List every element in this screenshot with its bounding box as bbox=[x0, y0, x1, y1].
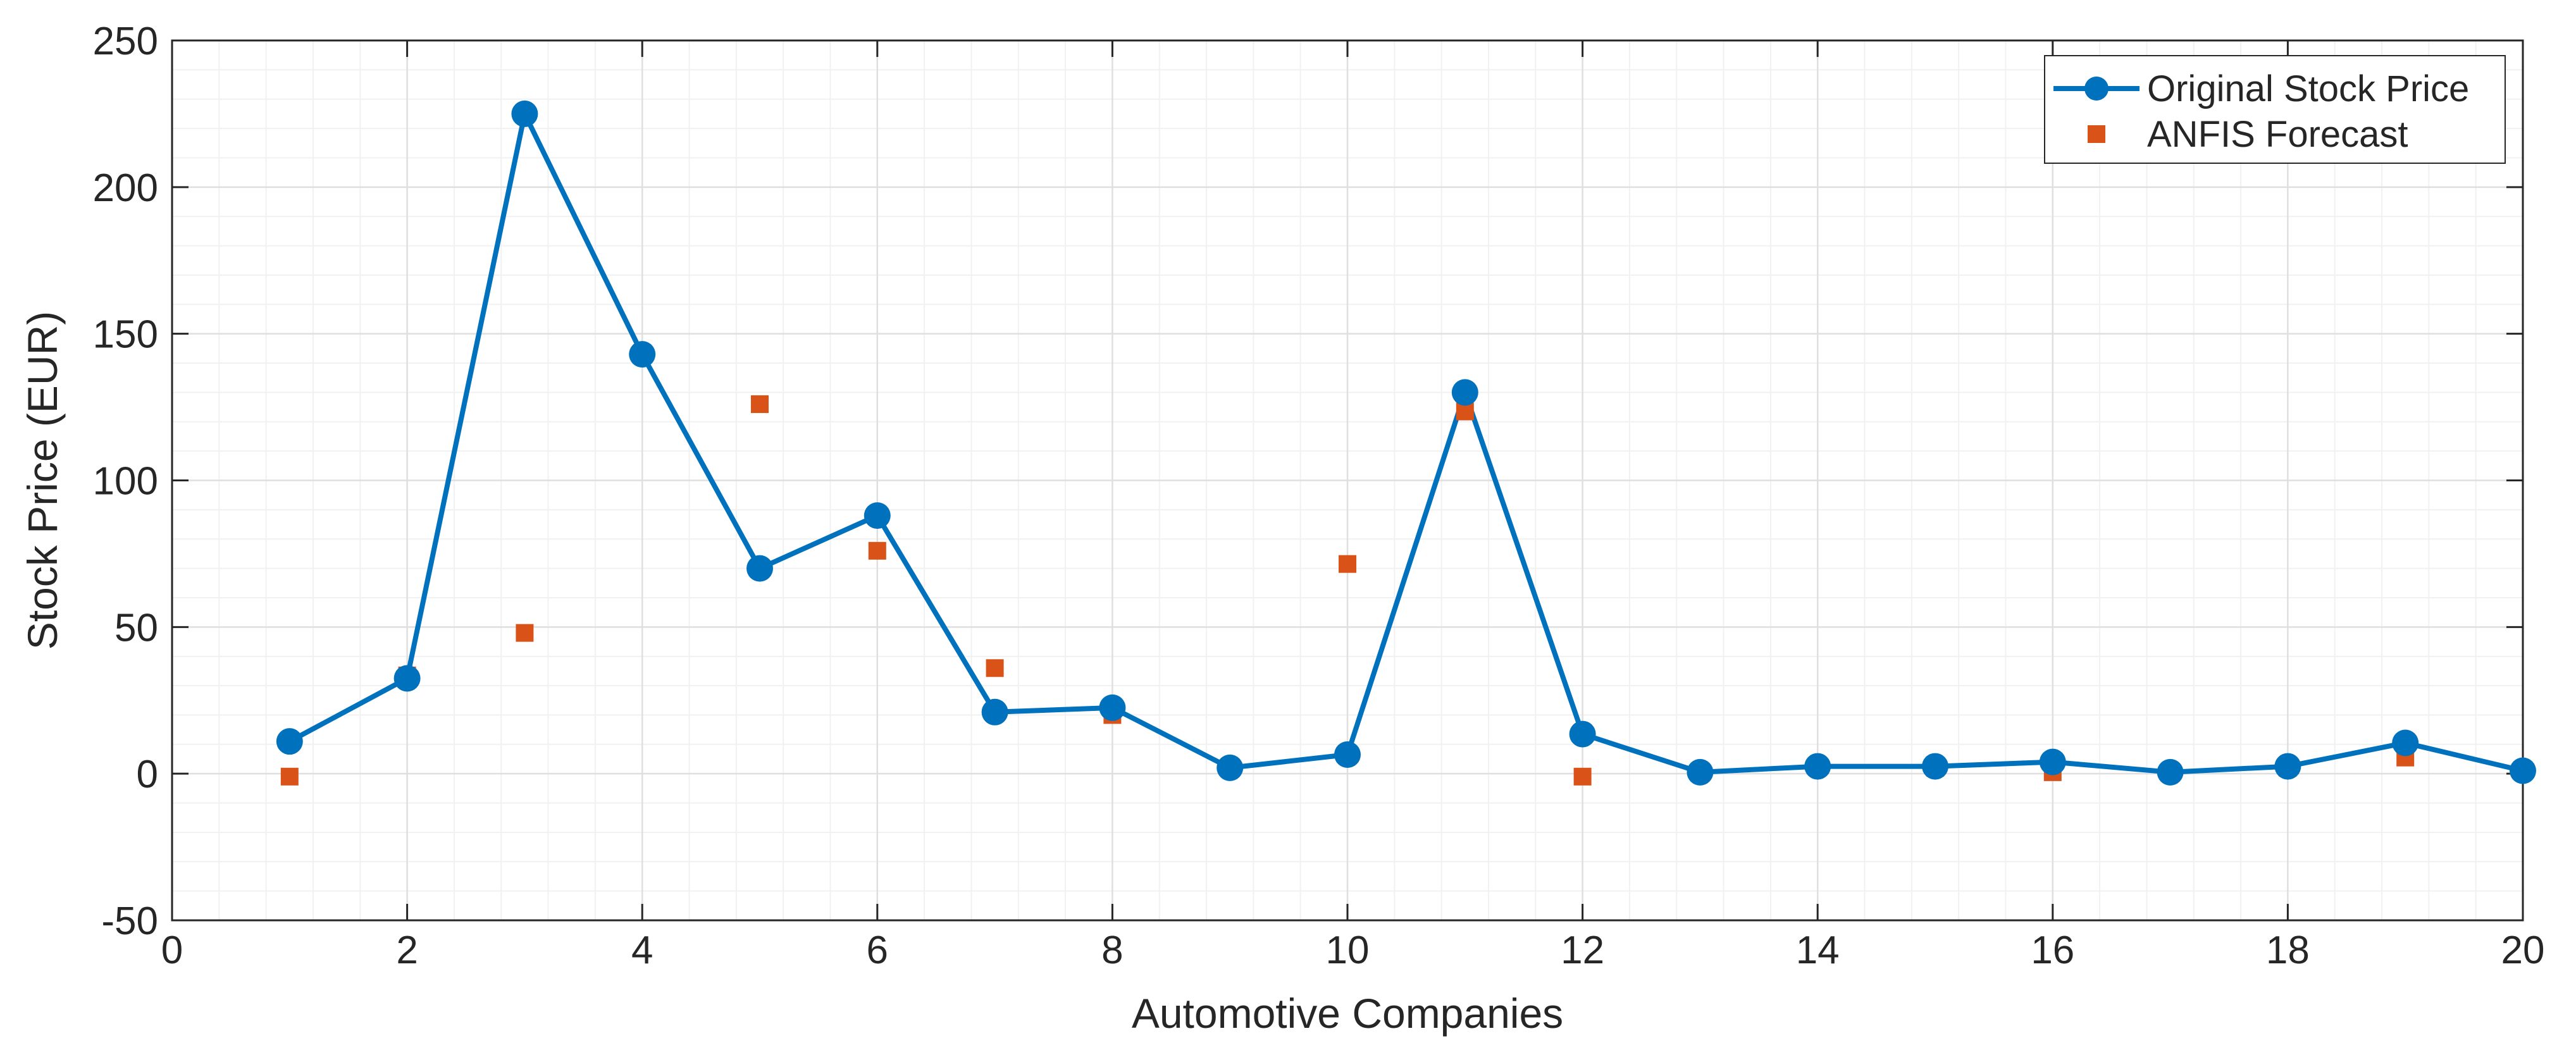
original-price-point bbox=[393, 665, 421, 692]
legend-marker-original bbox=[2084, 77, 2108, 101]
original-price-point bbox=[276, 728, 303, 755]
original-price-point bbox=[1099, 694, 1126, 721]
x-tick-labels: 0 2 4 6 8 10 12 14 16 18 20 bbox=[161, 929, 2545, 972]
forecast-point bbox=[516, 624, 534, 642]
original-price-point bbox=[746, 555, 773, 582]
series-line-original-stock-price bbox=[288, 111, 2523, 775]
original-price-point bbox=[2274, 753, 2301, 780]
original-price-point bbox=[1687, 758, 1714, 786]
x-tick-label: 16 bbox=[2031, 929, 2074, 972]
y-tick-label: 100 bbox=[93, 460, 158, 503]
x-tick-label: 20 bbox=[2501, 929, 2545, 972]
y-tick-label: 200 bbox=[93, 166, 158, 210]
x-tick-label: 6 bbox=[867, 929, 888, 972]
legend-marker-forecast bbox=[2088, 125, 2105, 143]
original-price-point bbox=[1922, 753, 1948, 780]
original-price-point bbox=[511, 100, 538, 127]
x-tick-label: 4 bbox=[631, 929, 653, 972]
forecast-point bbox=[280, 767, 299, 786]
legend: Original Stock Price ANFIS Forecast bbox=[2044, 55, 2506, 164]
y-tick-label: 0 bbox=[137, 753, 158, 796]
original-price-point bbox=[864, 502, 891, 529]
original-price-point bbox=[2510, 757, 2536, 784]
forecast-point bbox=[751, 395, 769, 413]
y-axis-title: Stock Price (EUR) bbox=[19, 311, 66, 650]
forecast-point bbox=[868, 541, 886, 560]
original-price-point bbox=[1804, 753, 1831, 780]
y-tick-label: 150 bbox=[93, 313, 158, 357]
original-price-point bbox=[1334, 741, 1361, 769]
y-tick-label: 50 bbox=[115, 606, 158, 650]
x-tick-label: 8 bbox=[1101, 929, 1123, 972]
x-tick-label: 14 bbox=[1796, 929, 1840, 972]
x-tick-label: 0 bbox=[161, 929, 183, 972]
axis-ticks bbox=[171, 39, 2524, 922]
y-tick-labels: -50 0 50 100 150 200 250 bbox=[93, 20, 158, 943]
original-price-point bbox=[1451, 379, 1478, 406]
original-price-point bbox=[2392, 729, 2419, 756]
original-price-point bbox=[629, 341, 656, 368]
y-tick-label: 250 bbox=[93, 20, 158, 63]
original-price-point bbox=[981, 698, 1008, 725]
original-price-point bbox=[2157, 758, 2184, 786]
forecast-point bbox=[986, 659, 1004, 677]
x-axis-title: Automotive Companies bbox=[1132, 990, 1563, 1037]
legend-label-original: Original Stock Price bbox=[2147, 68, 2469, 109]
legend-label-forecast: ANFIS Forecast bbox=[2147, 114, 2408, 155]
x-tick-label: 10 bbox=[1326, 929, 1370, 972]
x-tick-label: 12 bbox=[1561, 929, 1604, 972]
y-tick-label: -50 bbox=[101, 899, 158, 943]
original-price-point bbox=[1569, 720, 1596, 748]
series-layer bbox=[276, 100, 2536, 786]
original-price-point bbox=[2039, 748, 2066, 775]
forecast-point bbox=[1339, 555, 1356, 573]
legend-box bbox=[2044, 55, 2506, 164]
forecast-point bbox=[1573, 767, 1592, 786]
original-price-point bbox=[1217, 754, 1244, 781]
x-tick-label: 2 bbox=[396, 929, 418, 972]
x-tick-label: 18 bbox=[2266, 929, 2310, 972]
